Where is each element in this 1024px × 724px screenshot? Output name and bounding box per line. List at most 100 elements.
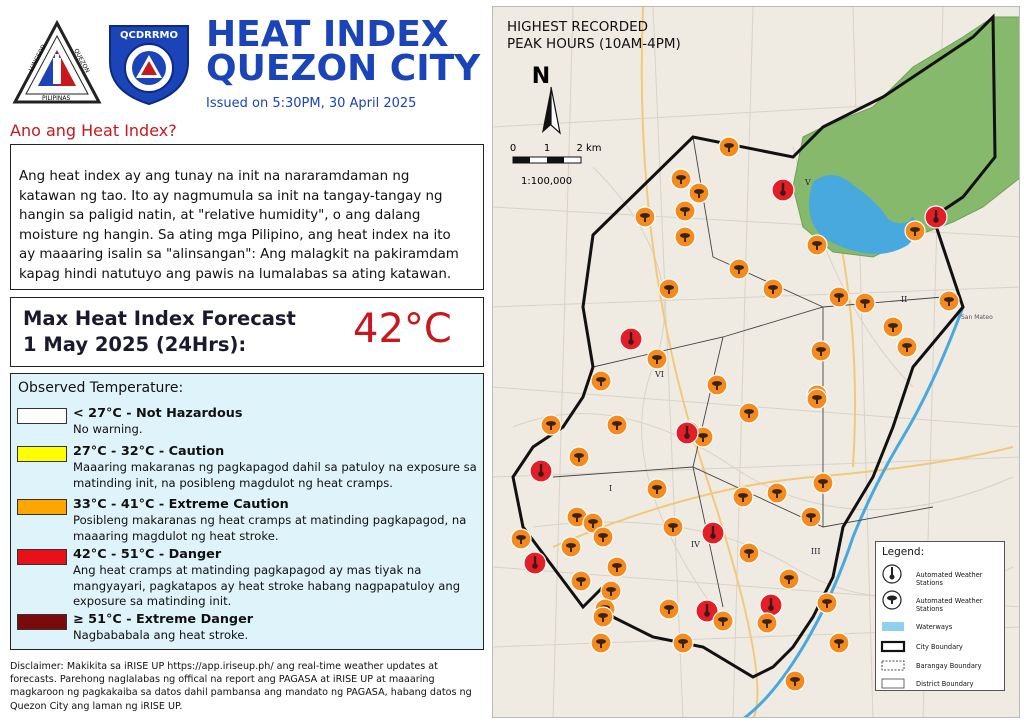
weather-station-marker[interactable] bbox=[828, 632, 850, 654]
weather-station-marker[interactable] bbox=[712, 610, 734, 632]
weather-station-marker[interactable] bbox=[570, 570, 592, 592]
north-label: N bbox=[532, 64, 550, 89]
level-desc-line: matinding init, na posibleng magdulot ng… bbox=[73, 475, 393, 490]
level-desc: Maaaring makaranas ng pagkapagod dahil s… bbox=[73, 460, 491, 491]
district-label: V bbox=[804, 178, 811, 187]
weather-station-marker[interactable] bbox=[646, 348, 668, 370]
weather-station-marker[interactable] bbox=[728, 258, 750, 280]
weather-station-marker[interactable] bbox=[590, 370, 612, 392]
weather-station-marker[interactable] bbox=[674, 200, 696, 222]
weather-station-marker[interactable] bbox=[540, 414, 562, 436]
level-title: 42°C - 51°C - Danger bbox=[73, 547, 222, 562]
map-legend-item: District Boundary bbox=[916, 680, 974, 688]
scale-label: 2 km bbox=[576, 143, 601, 154]
weather-station-marker[interactable] bbox=[510, 528, 532, 550]
about-line: hangin sa paligid natin, at "relative hu… bbox=[19, 208, 421, 223]
weather-station-marker[interactable] bbox=[896, 336, 918, 358]
seal-qcdrrmo-text: QCDRRMO bbox=[120, 30, 178, 41]
map-legend-symbols bbox=[880, 564, 906, 689]
weather-station-danger-marker[interactable] bbox=[771, 178, 795, 202]
weather-station-marker[interactable] bbox=[634, 206, 656, 228]
weather-station-marker[interactable] bbox=[806, 234, 828, 256]
map-canvas: I II III IV V VI San Mateo N 0 1 2 km 1:… bbox=[493, 7, 1019, 717]
title-line-2: QUEZON CITY bbox=[206, 48, 481, 89]
weather-station-marker[interactable] bbox=[688, 182, 710, 204]
about-line: kapag hindi natutuyo ang pawis na lumala… bbox=[19, 266, 452, 282]
weather-station-danger-marker[interactable] bbox=[675, 421, 699, 445]
scale-ratio: 1:100,000 bbox=[521, 176, 572, 187]
map-legend-title: Legend: bbox=[882, 546, 925, 558]
swatch-not-hazardous bbox=[17, 408, 67, 424]
weather-station-danger-marker[interactable] bbox=[619, 327, 643, 351]
weather-station-marker[interactable] bbox=[658, 278, 680, 300]
weather-station-marker[interactable] bbox=[592, 526, 614, 548]
waterway bbox=[743, 306, 965, 717]
disclaimer-line: Disclaimer: Makikita sa iRISE UP https:/… bbox=[10, 661, 438, 672]
weather-station-marker[interactable] bbox=[854, 292, 876, 314]
weather-station-danger-marker[interactable] bbox=[695, 599, 719, 623]
forecast-box: Max Heat Index Forecast 1 May 2025 (24Hr… bbox=[10, 297, 484, 367]
weather-station-marker[interactable] bbox=[674, 226, 696, 248]
weather-station-marker[interactable] bbox=[658, 598, 680, 620]
weather-station-danger-marker[interactable] bbox=[523, 551, 547, 575]
weather-station-marker[interactable] bbox=[904, 220, 926, 242]
about-box: Ang heat index ay ang tunay na init na n… bbox=[10, 144, 484, 290]
weather-station-marker[interactable] bbox=[806, 388, 828, 410]
observed-title: Observed Temperature: bbox=[18, 380, 184, 396]
level-title: ≥ 51°C - Extreme Danger bbox=[73, 612, 254, 627]
weather-station-marker[interactable] bbox=[606, 556, 628, 578]
weather-station-danger-marker[interactable] bbox=[701, 521, 725, 545]
district-label: III bbox=[811, 547, 820, 556]
map-legend-item: Barangay Boundary bbox=[916, 662, 982, 670]
weather-station-marker[interactable] bbox=[738, 542, 760, 564]
weather-station-danger-marker[interactable] bbox=[924, 205, 948, 229]
weather-station-marker[interactable] bbox=[568, 446, 590, 468]
weather-station-marker[interactable] bbox=[662, 516, 684, 538]
weather-station-marker[interactable] bbox=[828, 286, 850, 308]
disclaimer-line: Quezon City ang laman ng iRISE UP. bbox=[10, 700, 183, 712]
level-desc-line: exposure sa matinding init. bbox=[73, 594, 232, 608]
weather-station-marker[interactable] bbox=[812, 472, 834, 494]
title-line-1: HEAT INDEX bbox=[206, 14, 449, 55]
weather-station-marker[interactable] bbox=[718, 136, 740, 158]
main-title: HEAT INDEX QUEZON CITY bbox=[206, 14, 481, 89]
scale-label: 0 bbox=[510, 143, 516, 154]
weather-station-marker[interactable] bbox=[800, 506, 822, 528]
about-paragraph: Ang heat index ay ang tunay na init na n… bbox=[11, 145, 483, 284]
weather-station-marker[interactable] bbox=[590, 632, 612, 654]
level-desc: Posibleng makaranas ng heat cramps at ma… bbox=[73, 513, 491, 544]
weather-station-marker[interactable] bbox=[732, 486, 754, 508]
weather-station-marker[interactable] bbox=[784, 670, 806, 692]
district-label: IV bbox=[691, 540, 700, 549]
weather-station-marker[interactable] bbox=[756, 612, 778, 634]
weather-station-marker[interactable] bbox=[606, 414, 628, 436]
weather-station-marker[interactable] bbox=[938, 290, 960, 312]
weather-station-marker[interactable] bbox=[600, 580, 622, 602]
weather-station-danger-marker[interactable] bbox=[759, 593, 783, 617]
weather-station-marker[interactable] bbox=[670, 168, 692, 190]
weather-station-marker[interactable] bbox=[762, 278, 784, 300]
weather-station-marker[interactable] bbox=[816, 592, 838, 614]
issued-date: Issued on 5:30PM, 30 April 2025 bbox=[206, 96, 417, 111]
weather-station-marker[interactable] bbox=[738, 402, 760, 424]
weather-station-marker[interactable] bbox=[646, 478, 668, 500]
weather-stations bbox=[510, 136, 960, 692]
weather-station-marker[interactable] bbox=[882, 316, 904, 338]
heat-index-map[interactable]: I II III IV V VI San Mateo N 0 1 2 km 1:… bbox=[492, 6, 1020, 718]
weather-station-marker[interactable] bbox=[672, 632, 694, 654]
weather-station-marker[interactable] bbox=[778, 568, 800, 590]
quezon-city-seal: LUNGSOD QUEZON PILIPINAS bbox=[12, 20, 102, 104]
swatch-caution bbox=[17, 446, 67, 462]
weather-station-marker[interactable] bbox=[810, 340, 832, 362]
weather-station-marker[interactable] bbox=[592, 606, 614, 628]
qcdrrmo-seal: QCDRRMO bbox=[109, 25, 189, 106]
weather-station-marker[interactable] bbox=[706, 374, 728, 396]
level-desc-line: No warning. bbox=[73, 422, 143, 436]
level-title: 27°C - 32°C - Caution bbox=[73, 444, 225, 459]
weather-station-marker[interactable] bbox=[766, 482, 788, 504]
weather-station-danger-marker[interactable] bbox=[529, 459, 553, 483]
forecast-value: 42°C bbox=[353, 306, 452, 352]
forecast-label-line-2: 1 May 2025 (24Hrs): bbox=[23, 333, 247, 356]
district-label: VI bbox=[654, 370, 664, 379]
weather-station-marker[interactable] bbox=[560, 536, 582, 558]
